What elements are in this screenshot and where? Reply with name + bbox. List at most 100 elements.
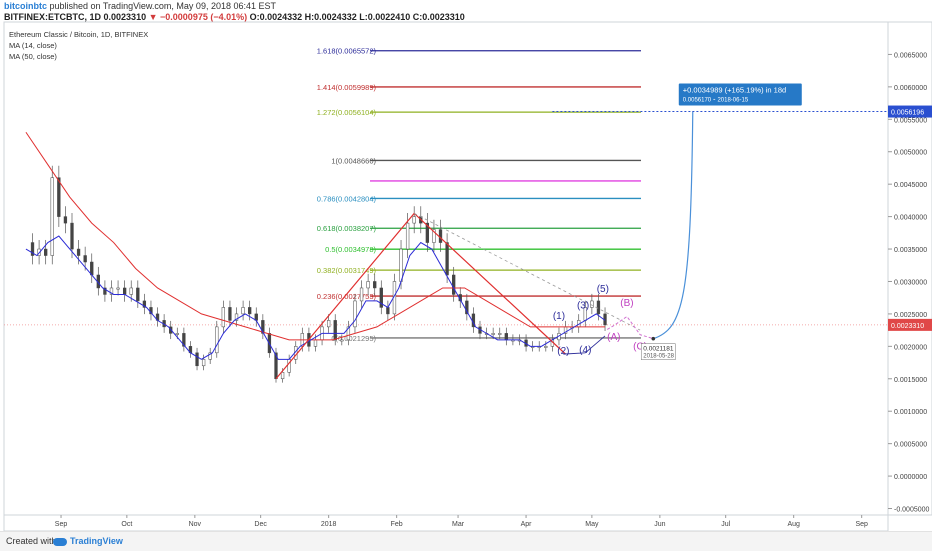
trend-dashed-line: [414, 213, 641, 331]
candle-body: [83, 255, 87, 263]
fib-level-label: 1.414(0.0059989): [317, 83, 377, 92]
y-tick-label: 0.0055000: [894, 117, 927, 124]
projection-curve: [653, 111, 694, 340]
candle-body: [425, 222, 430, 243]
x-tick-label: May: [585, 521, 599, 528]
fib-level-label: 0(0.0021295): [331, 334, 376, 343]
ohlc-line: BITFINEX:ETCBTC, 1D 0.0023310 ▼ −0.00009…: [4, 12, 465, 23]
y-tick-label: 0.0045000: [894, 182, 927, 189]
candle-body: [116, 287, 120, 290]
candle-body: [498, 333, 502, 335]
candle-body: [182, 333, 186, 347]
wave-label: (3): [577, 301, 589, 312]
x-tick-label: 2018: [321, 521, 337, 528]
wave-label: (1): [553, 311, 565, 322]
fib-level-label: 1(0.0048660): [331, 156, 376, 165]
abc-projection-path: [606, 315, 654, 340]
author-link[interactable]: bitcoinbtc: [4, 1, 47, 11]
y-tick-label: 0.0000000: [894, 474, 927, 481]
fib-level-label: 0.618(0.0038207): [317, 224, 377, 233]
candle-body: [175, 333, 179, 335]
candle-body: [195, 352, 199, 367]
x-tick-label: Oct: [121, 521, 132, 528]
candle-body: [590, 300, 594, 308]
candle-body: [326, 320, 331, 328]
candle-body: [44, 248, 48, 256]
x-tick-label: Apr: [521, 521, 533, 528]
candle-body: [129, 287, 133, 295]
candle-body: [215, 326, 219, 354]
legend-ma50: MA (50, close): [9, 52, 57, 61]
candle-body: [379, 287, 383, 308]
candle-body: [544, 346, 548, 348]
candle-body: [373, 281, 377, 289]
candle-body: [142, 300, 147, 308]
candle-body: [50, 177, 54, 256]
wave-support-line: [563, 335, 606, 355]
down-arrow-icon: ▼: [148, 12, 158, 22]
fib-level-label: 1.618(0.0065572): [317, 47, 377, 56]
last-price-tag: [888, 318, 932, 331]
wave-label: (B): [620, 298, 633, 309]
candle-body: [313, 339, 318, 347]
candle-body: [241, 307, 245, 315]
time-axis: [3, 514, 889, 531]
candle-body: [438, 229, 443, 243]
x-tick-label: Mar: [452, 521, 465, 528]
candle-body: [432, 229, 436, 243]
wave-label: (4): [579, 345, 591, 356]
candle-body: [76, 248, 81, 256]
y-tick-label: 0.0035000: [894, 247, 927, 254]
candle-body: [465, 300, 469, 315]
low-label-box: [640, 343, 676, 360]
low-price-label: 0.0021181: [643, 346, 674, 353]
x-tick-label: Jul: [721, 521, 730, 528]
target-price-tag-label: 0.0056196: [891, 110, 924, 117]
fib-level-label: 0.236(0.0027753): [317, 292, 377, 301]
candle-body: [70, 222, 74, 250]
last-price-tag-label: 0.0023310: [891, 323, 924, 330]
x-tick-label: Nov: [189, 521, 202, 528]
projection-info-box: [678, 83, 802, 106]
candle-body: [412, 216, 416, 224]
header-bar: bitcoinbtc published on TradingView.com,…: [0, 0, 932, 22]
brand-name: TradingView: [70, 536, 123, 546]
projection-change-label: +0.0034989 (+165.19%) in 18d: [683, 86, 786, 95]
created-with-label: Created with: [6, 536, 57, 546]
candle-body: [228, 307, 232, 321]
price-change: −0.0000975 (−4.01%): [160, 12, 248, 22]
candle-body: [445, 242, 449, 276]
wave-label: (5): [597, 284, 609, 295]
price-axis: [887, 21, 932, 516]
projection-start-point: [651, 336, 656, 341]
candle-body: [405, 222, 410, 250]
x-tick-label: Jun: [654, 521, 665, 528]
candle-body: [340, 339, 344, 342]
candle-body: [201, 359, 206, 367]
candle-body: [504, 333, 508, 341]
y-tick-label: 0.0065000: [894, 52, 927, 59]
candle-body: [333, 320, 337, 341]
y-tick-label: 0.0040000: [894, 215, 927, 222]
y-tick-label: 0.0020000: [894, 344, 927, 351]
x-tick-label: Aug: [787, 521, 800, 528]
candle-body: [366, 281, 370, 289]
candle-body: [136, 287, 140, 302]
fib-level-label: 1.272(0.0056104): [317, 108, 377, 117]
symbol-label: BITFINEX:ETCBTC, 1D: [4, 12, 102, 22]
y-tick-label: -0.0005000: [894, 507, 930, 514]
price-chart[interactable]: 0.0065000 0.0060000 0.0055000 0.0050000 0.00…: [0, 0, 932, 531]
tradingview-logo[interactable]: TradingView: [53, 532, 123, 551]
x-tick-label: Dec: [254, 521, 267, 528]
candle-body: [30, 242, 35, 256]
x-tick-label: Feb: [391, 521, 403, 528]
wave-label: (A): [607, 332, 620, 343]
candle-body: [103, 287, 107, 295]
y-tick-label: 0.0060000: [894, 85, 927, 92]
candle-body: [491, 333, 495, 335]
candle-body: [280, 372, 285, 380]
candle-body: [596, 300, 601, 315]
ohlc-values: O:0.0024332 H:0.0024332 L:0.0022410 C:0.…: [249, 12, 465, 22]
candle-body: [208, 352, 212, 360]
candle-body: [386, 307, 390, 315]
